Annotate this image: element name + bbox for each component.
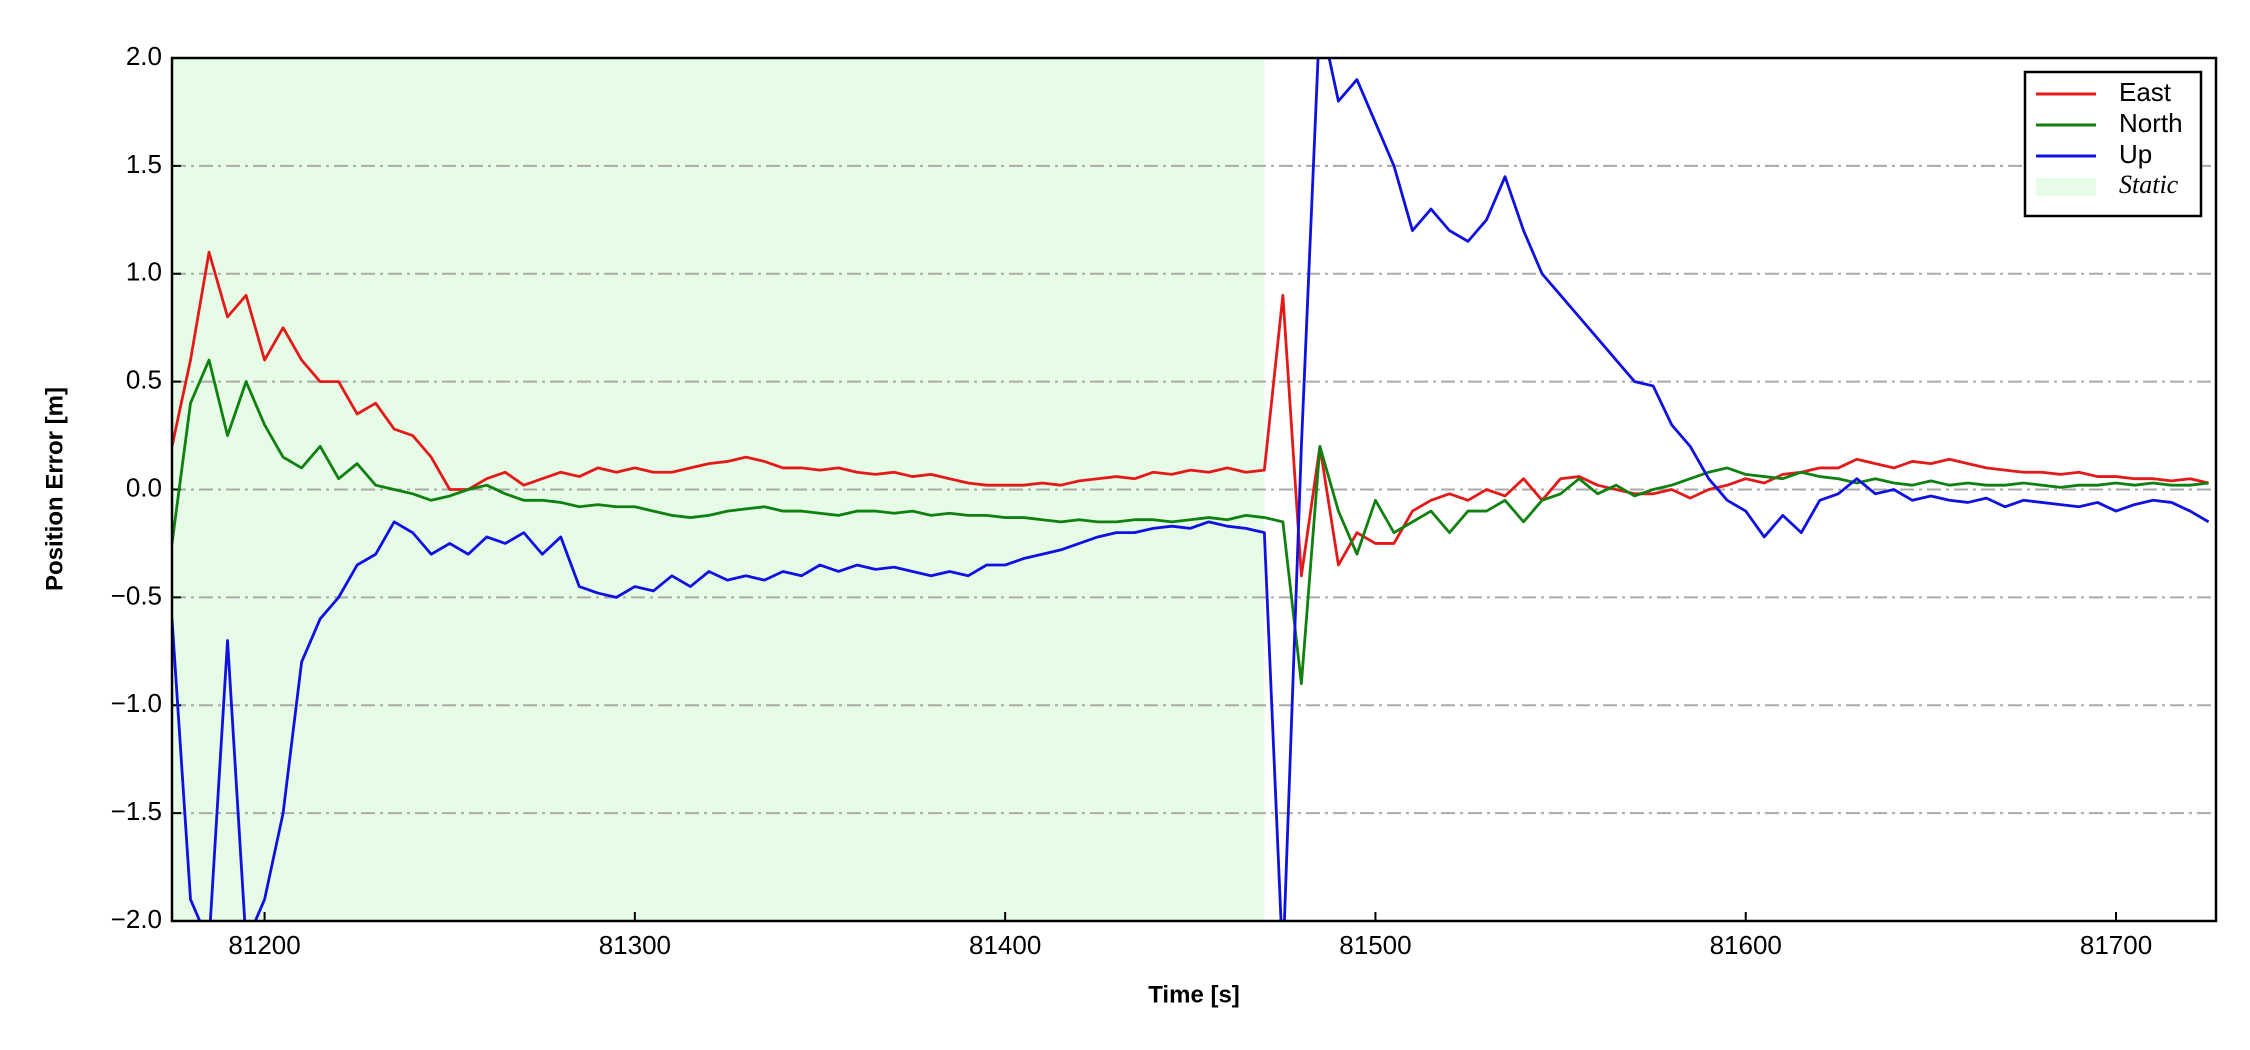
y-tick-label: 2.0 [126, 41, 162, 71]
x-tick-label: 81200 [228, 930, 300, 960]
y-tick-label: −0.5 [111, 580, 162, 610]
y-tick-label: 1.5 [126, 149, 162, 179]
series-line [172, 358, 2209, 686]
y-tick-label: −1.0 [111, 688, 162, 718]
x-tick-label: 81700 [2080, 930, 2152, 960]
x-axis-label: Time [s] [1148, 981, 1240, 1008]
y-tick-label: −1.5 [111, 796, 162, 826]
x-tick-label: 81500 [1339, 930, 1411, 960]
legend-label: East [2119, 77, 2172, 107]
legend-label: Up [2119, 139, 2152, 169]
y-tick-label: −2.0 [111, 904, 162, 934]
y-tick-label: 0.5 [126, 365, 162, 395]
legend-swatch [2036, 178, 2096, 196]
legend-label: North [2119, 108, 2183, 138]
series-line [172, 58, 2210, 921]
legend-label: Static [2119, 170, 2179, 199]
y-tick-label: 1.0 [126, 257, 162, 287]
x-tick-label: 81600 [1710, 930, 1782, 960]
y-axis-label: Position Error [m] [41, 387, 68, 591]
x-tick-label: 81400 [969, 930, 1041, 960]
y-tick-label: 0.0 [126, 472, 162, 502]
plot-frame [170, 56, 2218, 923]
series-line [172, 250, 2209, 578]
x-tick-label: 81300 [599, 930, 671, 960]
